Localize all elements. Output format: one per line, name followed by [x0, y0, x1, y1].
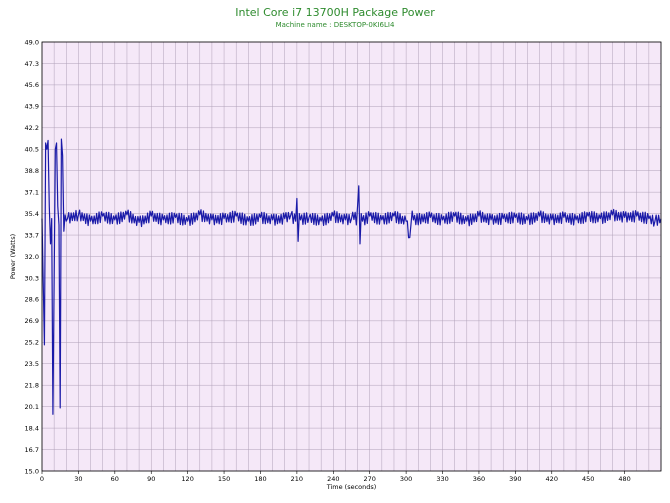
y-tick-label: 47.3: [25, 60, 39, 68]
y-tick-label: 20.1: [25, 403, 39, 411]
x-tick-label: 120: [181, 475, 193, 483]
y-tick-label: 15.0: [25, 467, 39, 475]
y-axis-label: Power (Watts): [9, 234, 17, 279]
grid-lines: [41, 41, 662, 472]
y-tick-label: 25.2: [25, 339, 39, 347]
y-tick-label: 43.9: [25, 103, 39, 111]
x-tick-label: 90: [147, 475, 155, 483]
y-tick-label: 45.6: [25, 81, 39, 89]
x-tick-label: 300: [400, 475, 412, 483]
series-line: [41, 138, 662, 415]
y-tick-label: 18.4: [25, 424, 39, 432]
x-tick-label: 480: [618, 475, 630, 483]
plot-border: [41, 41, 662, 472]
y-tick-label: 33.7: [25, 231, 39, 239]
y-axis-ticks: 15.0 16.7 18.4 20.1 21.8 23.5 25.2 26.9 28.6 30.3…: [25, 38, 39, 475]
x-tick-label: 270: [363, 475, 375, 483]
y-tick-label: 32.0: [25, 253, 39, 261]
y-tick-label: 28.6: [25, 296, 39, 304]
y-tick-label: 23.5: [25, 360, 39, 368]
y-tick-label: 21.8: [25, 382, 39, 390]
x-axis-ticks: 0 30 60 90 120 150 180 210 240 270 300 330 360 390 420…: [40, 471, 631, 483]
x-axis-label: Time (seconds): [326, 483, 377, 491]
y-tick-label: 26.9: [25, 317, 39, 325]
x-tick-label: 390: [509, 475, 521, 483]
x-tick-label: 240: [327, 475, 339, 483]
x-tick-label: 60: [111, 475, 119, 483]
y-tick-label: 30.3: [25, 274, 39, 282]
x-tick-label: 450: [582, 475, 594, 483]
x-tick-label: 420: [546, 475, 558, 483]
x-tick-label: 180: [254, 475, 266, 483]
x-tick-label: 330: [436, 475, 448, 483]
y-tick-label: 38.8: [25, 167, 39, 175]
x-tick-label: 210: [291, 475, 303, 483]
y-tick-label: 49.0: [25, 38, 39, 46]
y-tick-label: 40.5: [25, 146, 39, 154]
x-tick-label: 30: [74, 475, 82, 483]
y-tick-label: 16.7: [25, 446, 39, 454]
y-tick-label: 42.2: [25, 124, 39, 132]
x-tick-label: 360: [473, 475, 485, 483]
x-tick-label: 150: [218, 475, 230, 483]
y-tick-label: 37.1: [25, 188, 39, 196]
y-tick-label: 35.4: [25, 210, 39, 218]
chart-subtitle: Machine name : DESKTOP-0KI6LI4: [275, 21, 395, 29]
chart-title: Intel Core i7 13700H Package Power: [235, 6, 435, 19]
x-tick-label: 0: [40, 475, 44, 483]
